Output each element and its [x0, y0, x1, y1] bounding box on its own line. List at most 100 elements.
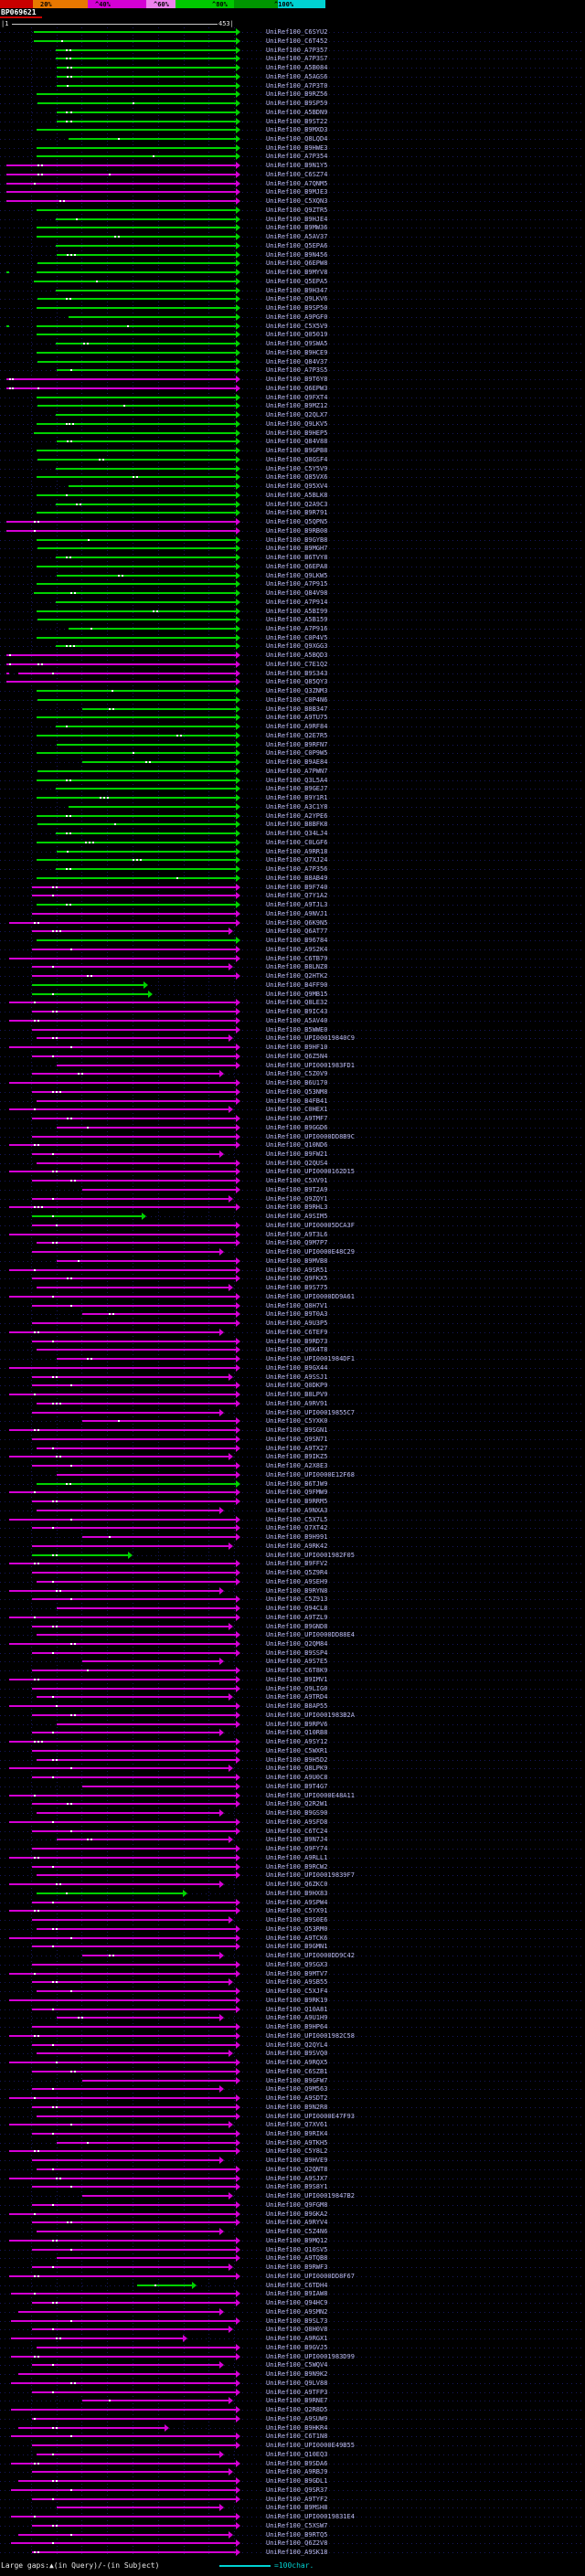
hit-label[interactable]: UniRef100_UPI0000E48C29	[266, 1248, 355, 1256]
hit-bar[interactable]	[31, 1945, 236, 1948]
hit-label[interactable]: UniRef100_C5XV91	[266, 1177, 328, 1185]
hit-label[interactable]: UniRef100_A9TFP3	[266, 2388, 328, 2396]
hit-label[interactable]: UniRef100_C5Y5V9	[266, 464, 328, 472]
hit-bar[interactable]	[36, 155, 236, 158]
hit-bar[interactable]	[36, 334, 236, 336]
hit-bar[interactable]	[11, 2409, 236, 2412]
hit-bar[interactable]	[36, 859, 236, 862]
hit-label[interactable]: UniRef100_B9GVJ5	[266, 2343, 328, 2351]
hit-bar[interactable]	[37, 360, 236, 363]
hit-bar[interactable]	[31, 2221, 236, 2224]
hit-bar[interactable]	[11, 2462, 236, 2465]
hit-label[interactable]: UniRef100_Q9SN71	[266, 1435, 328, 1443]
hit-label[interactable]: UniRef100_A9SPW4	[266, 1898, 328, 1906]
hit-label[interactable]: UniRef100_Q5Z9R4	[266, 1569, 328, 1576]
hit-label[interactable]: UniRef100_A7PWN7	[266, 767, 328, 775]
hit-label[interactable]: UniRef100_Q2QLX7	[266, 411, 328, 419]
hit-bar[interactable]	[82, 2400, 229, 2402]
hit-bar[interactable]	[8, 1019, 236, 1022]
hit-label[interactable]: UniRef100_B8AB49	[266, 874, 328, 882]
hit-bar[interactable]	[36, 1482, 236, 1485]
hit-bar[interactable]	[8, 1082, 236, 1084]
hit-label[interactable]: UniRef100_A9SR51	[266, 1266, 328, 1274]
hit-bar[interactable]	[31, 2186, 236, 2189]
hit-label[interactable]: UniRef100_B9MQ12	[266, 2236, 328, 2244]
hit-bar[interactable]	[8, 2062, 236, 2063]
hit-label[interactable]: UniRef100_B9H347	[266, 286, 328, 294]
hit-label[interactable]: UniRef100_A9TKH5	[266, 2138, 328, 2147]
hit-label[interactable]: UniRef100_A5AV37	[266, 233, 328, 241]
hit-bar[interactable]	[31, 1055, 236, 1057]
hit-bar[interactable]	[31, 2390, 236, 2393]
hit-bar[interactable]	[57, 84, 236, 87]
hit-label[interactable]: UniRef100_B9RZ56	[266, 90, 328, 99]
hit-label[interactable]: UniRef100_C5XSW7	[266, 2521, 328, 2529]
hit-bar[interactable]	[56, 645, 236, 648]
hit-label[interactable]: UniRef100_A9SSJ1	[266, 1373, 328, 1381]
hit-bar[interactable]	[8, 1456, 229, 1458]
hit-label[interactable]: UniRef100_Q10ND6	[266, 1141, 328, 1150]
hit-label[interactable]: UniRef100_A9SEH9	[266, 1577, 328, 1585]
hit-label[interactable]: UniRef100_Q7XJ24	[266, 856, 328, 864]
hit-bar[interactable]	[8, 1366, 236, 1369]
hit-label[interactable]: UniRef100_B9RWF3	[266, 2263, 328, 2272]
hit-bar[interactable]	[17, 2533, 229, 2536]
hit-bar[interactable]	[31, 2248, 236, 2251]
hit-bar[interactable]	[31, 2551, 236, 2553]
hit-bar[interactable]	[37, 458, 236, 461]
hit-bar[interactable]	[31, 1224, 236, 1226]
hit-bar[interactable]	[31, 966, 229, 969]
hit-bar[interactable]	[36, 876, 236, 879]
hit-label[interactable]: UniRef100_A7P3T0	[266, 81, 328, 90]
hit-bar[interactable]	[31, 1340, 236, 1342]
hit-bar[interactable]	[36, 1242, 236, 1245]
hit-label[interactable]: UniRef100_UPI0000E48A11	[266, 1791, 355, 1799]
hit-label[interactable]: UniRef100_Q9MB15	[266, 990, 328, 998]
hit-label[interactable]: UniRef100_C5Z4N6	[266, 2228, 328, 2236]
hit-label[interactable]: UniRef100_B9S0E6	[266, 1916, 328, 1924]
hit-label[interactable]: UniRef100_B9SP50	[266, 304, 328, 313]
hit-bar[interactable]	[31, 1322, 236, 1325]
hit-label[interactable]: UniRef100_B9N7J4	[266, 1836, 328, 1844]
hit-bar[interactable]	[31, 2417, 236, 2420]
hit-bar[interactable]	[5, 681, 236, 684]
hit-bar[interactable]	[37, 769, 236, 772]
hit-bar[interactable]	[36, 422, 236, 425]
hit-bar[interactable]	[8, 1741, 236, 1744]
hit-label[interactable]: UniRef100_A9RK42	[266, 1542, 328, 1550]
hit-label[interactable]: UniRef100_A2YPE6	[266, 811, 328, 820]
hit-label[interactable]: UniRef100_B9MYV8	[266, 269, 328, 277]
hit-label[interactable]: UniRef100_A7P915	[266, 580, 328, 588]
hit-bar[interactable]	[57, 574, 236, 577]
hit-bar[interactable]	[8, 1936, 236, 1939]
hit-bar[interactable]	[5, 654, 236, 657]
hit-bar[interactable]	[31, 1553, 128, 1556]
hit-bar[interactable]	[68, 628, 236, 630]
hit-bar[interactable]	[31, 1776, 236, 1779]
hit-label[interactable]: UniRef100_B9Y1R1	[266, 794, 328, 802]
hit-label[interactable]: UniRef100_Q9SWA5	[266, 340, 328, 348]
hit-bar[interactable]	[31, 1251, 220, 1254]
hit-bar[interactable]	[31, 1865, 236, 1868]
hit-label[interactable]: UniRef100_UPI00005DCA3F	[266, 1221, 355, 1229]
hit-bar[interactable]	[82, 1313, 236, 1316]
hit-bar[interactable]	[31, 1963, 236, 1966]
hit-label[interactable]: UniRef100_Q9SR37	[266, 2486, 328, 2494]
hit-bar[interactable]	[8, 957, 236, 959]
hit-bar[interactable]	[34, 592, 236, 594]
hit-bar[interactable]	[57, 120, 236, 122]
hit-bar[interactable]	[31, 1687, 236, 1690]
hit-bar[interactable]	[36, 146, 236, 149]
hit-bar[interactable]	[8, 2274, 236, 2277]
hit-bar[interactable]	[8, 2239, 236, 2242]
hit-bar[interactable]	[31, 1598, 236, 1601]
hit-label[interactable]: UniRef100_Q9SGX3	[266, 1960, 328, 1968]
hit-bar[interactable]	[31, 1011, 236, 1012]
hit-bar[interactable]	[8, 1429, 236, 1432]
hit-bar[interactable]	[31, 1465, 236, 1467]
hit-label[interactable]: UniRef100_Q94CL8	[266, 1605, 328, 1612]
hit-bar[interactable]	[31, 975, 236, 977]
hit-bar[interactable]	[36, 752, 236, 755]
hit-bar[interactable]	[36, 2168, 236, 2170]
hit-label[interactable]: UniRef100_A9TCK6	[266, 1934, 328, 1942]
